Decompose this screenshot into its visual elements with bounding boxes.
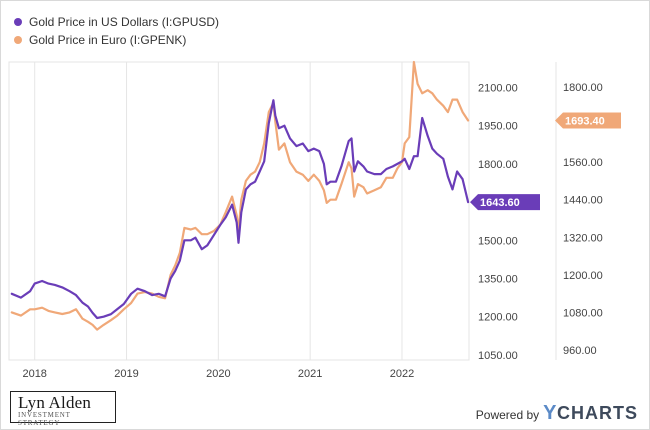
legend-swatch-eur — [14, 36, 22, 44]
powered-by-text: Powered by — [475, 408, 540, 422]
axis-layer: 2018 2019 2020 2021 2022 2100.00 1950.00 1800.0… — [22, 82, 602, 380]
label-layer: 1643.60 1693.40 — [470, 112, 621, 211]
legend-item-usd[interactable]: Gold Price in US Dollars (I:GPUSD) — [14, 13, 219, 31]
powered-by-ycharts[interactable]: Powered by Y CHARTS — [476, 402, 638, 425]
usd-last-value-tag: 1643.60 — [470, 194, 540, 211]
legend: Gold Price in US Dollars (I:GPUSD) Gold … — [14, 13, 219, 49]
ycharts-logo-text: CHARTS — [557, 403, 638, 423]
usd-last-value-tag-bg — [470, 194, 540, 211]
legend-label-eur: Gold Price in Euro (I:GPENK) — [29, 33, 187, 47]
eur-last-value-tag-bg — [555, 112, 621, 129]
usd-axis-tick-label: 1350.00 — [478, 273, 518, 285]
usd-last-value-tag-text: 1643.60 — [480, 197, 520, 209]
plot-area-border — [8, 61, 470, 361]
usd-axis-tick-label: 1500.00 — [478, 235, 518, 247]
eur-axis-tick-label: 960.00 — [563, 345, 597, 357]
x-tick-label: 2021 — [298, 368, 322, 380]
usd-axis-tick-label: 1050.00 — [478, 350, 518, 362]
logo-main-text: Lyn Alden — [18, 393, 92, 412]
eur-axis-tick-label: 1080.00 — [563, 307, 603, 319]
eur-axis-tick-label: 1200.00 — [563, 270, 603, 282]
usd-axis-tick-label: 1950.00 — [478, 121, 518, 133]
usd-axis-tick-label: 1800.00 — [478, 159, 518, 171]
usd-series-line[interactable] — [10, 99, 470, 320]
eur-axis-tick-label: 1440.00 — [563, 195, 603, 207]
eur-series-line[interactable] — [10, 60, 470, 331]
lyn-alden-logo: Lyn Alden INVESTMENT STRATEGY — [10, 391, 116, 427]
usd-axis-tick-label: 1200.00 — [478, 312, 518, 324]
eur-last-value-tag-text: 1693.40 — [565, 116, 605, 128]
logo-sub-text: INVESTMENT STRATEGY — [18, 411, 71, 427]
series-layer — [10, 60, 470, 331]
usd-axis-tick-label: 2100.00 — [478, 82, 518, 94]
eur-axis-tick-label: 1320.00 — [563, 232, 603, 244]
x-tick-label: 2019 — [114, 368, 138, 380]
x-tick-label: 2018 — [22, 368, 46, 380]
x-tick-label: 2020 — [206, 368, 230, 380]
legend-label-usd: Gold Price in US Dollars (I:GPUSD) — [29, 15, 220, 29]
eur-axis-tick-label: 1800.00 — [563, 82, 603, 94]
eur-last-value-tag: 1693.40 — [555, 112, 621, 129]
eur-axis-tick-label: 1560.00 — [563, 157, 603, 169]
x-tick-label: 2022 — [390, 368, 414, 380]
grid-layer — [34, 62, 403, 360]
legend-swatch-usd — [14, 18, 22, 26]
ycharts-logo-y: Y — [543, 402, 557, 424]
legend-item-eur[interactable]: Gold Price in Euro (I:GPENK) — [14, 31, 219, 49]
